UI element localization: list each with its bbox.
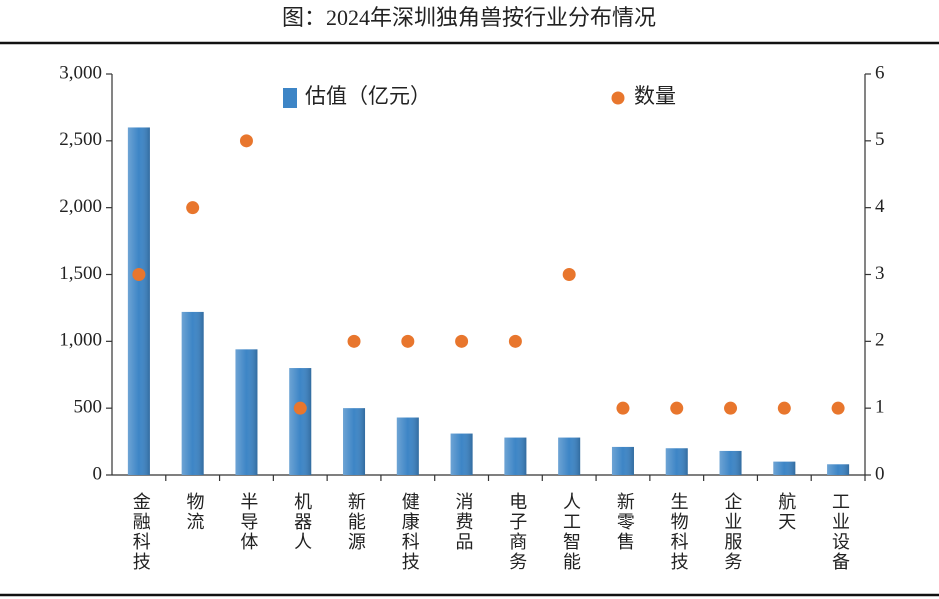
x-tick-label: 人工智能 <box>561 492 581 572</box>
dot <box>670 401 684 415</box>
legend-marker <box>283 88 297 108</box>
x-tick-label: 金融科技 <box>131 492 151 572</box>
bar-shade <box>450 433 473 475</box>
x-tick-label: 航天 <box>776 492 796 532</box>
y-tick-label: 0 <box>93 463 103 484</box>
bar-shade <box>396 417 419 475</box>
dot <box>831 401 845 415</box>
y2-tick-label: 5 <box>875 129 885 150</box>
bar-shade <box>665 448 688 475</box>
bar-shade <box>719 450 742 475</box>
bar-shade <box>235 349 258 475</box>
bar-shade <box>127 127 150 475</box>
y2-tick-label: 3 <box>875 263 885 284</box>
dot <box>455 334 469 348</box>
y-tick-label: 3,000 <box>59 62 102 83</box>
legend-label: 数量 <box>634 84 676 108</box>
bar-shade <box>504 437 527 475</box>
bar-shade <box>611 446 634 475</box>
dot <box>347 334 361 348</box>
dot <box>777 401 791 415</box>
dot <box>724 401 738 415</box>
x-tick-label: 电子商务 <box>507 492 527 572</box>
dot <box>562 268 576 281</box>
dot <box>186 201 200 215</box>
x-tick-label: 消费品 <box>453 492 473 552</box>
bar-shade <box>558 437 581 475</box>
bar-shade <box>343 408 366 475</box>
bar-shade <box>827 464 850 475</box>
y-tick-label: 1,000 <box>59 330 102 351</box>
dot <box>616 401 630 415</box>
y2-tick-label: 2 <box>875 330 885 351</box>
x-tick-label: 工业设备 <box>830 492 850 572</box>
x-tick-label: 物流 <box>185 492 205 532</box>
bar-shade <box>289 368 312 475</box>
bar-shade <box>773 461 796 475</box>
x-tick-label: 健康科技 <box>400 492 420 572</box>
dot <box>508 334 522 348</box>
y2-tick-label: 6 <box>875 62 885 83</box>
chart-title: 图：2024年深圳独角兽按行业分布情况 <box>282 5 656 30</box>
y-tick-label: 2,500 <box>59 129 102 150</box>
x-tick-label: 机器人 <box>292 492 312 552</box>
y-tick-label: 2,000 <box>59 196 102 217</box>
y2-tick-label: 4 <box>875 196 885 217</box>
y2-tick-label: 0 <box>875 463 885 484</box>
x-tick-label: 新零售 <box>615 492 635 552</box>
x-tick-label: 新能源 <box>346 492 366 552</box>
x-tick-label: 半导体 <box>238 492 258 552</box>
x-tick-label: 企业服务 <box>722 492 742 572</box>
dot <box>132 268 146 281</box>
y2-tick-label: 1 <box>875 397 885 418</box>
dot <box>401 334 415 348</box>
legend-label: 估值（亿元） <box>305 84 431 108</box>
dot <box>239 134 253 148</box>
bar-shade <box>181 311 204 475</box>
legend-marker <box>611 91 625 105</box>
x-tick-label: 生物科技 <box>669 492 689 572</box>
y-tick-label: 500 <box>74 397 103 418</box>
dot <box>293 401 307 415</box>
y-tick-label: 1,500 <box>59 263 102 284</box>
